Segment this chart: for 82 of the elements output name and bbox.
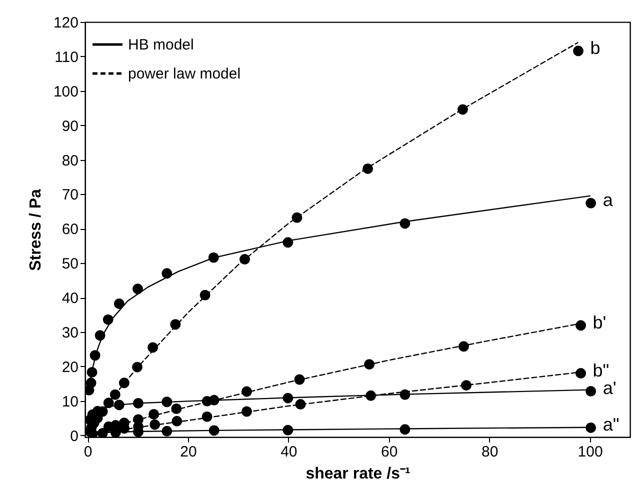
point (133, 398, 144, 408)
point (461, 380, 472, 391)
point (132, 284, 143, 294)
x-tick-label: 40 (280, 444, 298, 460)
point (282, 237, 294, 248)
point (242, 406, 252, 417)
point (242, 386, 252, 397)
annotation: a' (602, 378, 616, 398)
point (103, 398, 114, 408)
point (295, 399, 306, 410)
annotation: b (590, 38, 600, 58)
point (239, 254, 250, 265)
annotation: b' (592, 312, 606, 332)
point (118, 378, 130, 388)
x-tick-label: 60 (381, 444, 398, 460)
legend-label: HB model (128, 36, 194, 54)
y-axis-title: Stress / Pa (27, 188, 44, 271)
point (86, 367, 98, 378)
annotation: b" (592, 360, 610, 380)
y-tick-label: 80 (62, 152, 78, 170)
point (114, 400, 124, 410)
point (202, 396, 212, 406)
legend-label: power law model (128, 66, 241, 82)
point (90, 350, 100, 361)
point (102, 314, 114, 325)
point (457, 104, 468, 115)
point (208, 252, 219, 263)
point (162, 396, 172, 408)
point (400, 424, 410, 435)
point (586, 422, 596, 433)
point (364, 359, 375, 370)
y-tick-label: 30 (62, 324, 78, 342)
x-axis-title: shear rate /s⁻¹ (306, 466, 410, 482)
point (150, 419, 160, 430)
point (208, 425, 220, 436)
point (366, 390, 376, 401)
point (114, 298, 124, 309)
point (586, 386, 596, 396)
y-tick-label: 60 (62, 221, 78, 238)
point (282, 424, 294, 436)
x-tick-label: 80 (482, 444, 498, 460)
y-tick-label: 70 (62, 186, 78, 204)
point (110, 389, 120, 400)
point (170, 319, 181, 330)
point (200, 290, 210, 300)
point (573, 46, 584, 56)
y-tick-label: 110 (54, 48, 78, 66)
point (162, 268, 172, 279)
x-tick-label: 20 (180, 444, 197, 460)
point (292, 212, 302, 223)
point (162, 426, 172, 436)
y-tick-label: 10 (62, 393, 78, 410)
point (400, 218, 410, 229)
point (576, 320, 586, 331)
point (400, 389, 410, 400)
point (94, 330, 106, 341)
point (294, 374, 305, 385)
point (148, 409, 160, 420)
point (132, 362, 142, 372)
point (282, 392, 294, 404)
point (171, 404, 182, 414)
point (586, 198, 596, 208)
y-tick-label: 90 (62, 118, 78, 135)
point (97, 428, 108, 437)
point (86, 378, 96, 388)
y-tick-label: 40 (62, 290, 78, 308)
x-tick-label: 100 (578, 444, 603, 460)
point (576, 368, 586, 379)
y-tick-label: 120 (53, 14, 78, 32)
point (172, 416, 182, 426)
point (148, 342, 158, 353)
x-tick-label: 0 (84, 444, 92, 460)
y-tick-label: 50 (62, 256, 78, 273)
point (458, 341, 469, 352)
point (202, 411, 212, 422)
y-tick-label: 20 (62, 358, 78, 376)
point (362, 163, 374, 174)
point (87, 428, 98, 437)
annotation: a (602, 190, 614, 210)
annotation: a" (602, 414, 620, 435)
y-tick-label: 100 (53, 83, 78, 100)
y-tick-label: 0 (70, 428, 78, 445)
